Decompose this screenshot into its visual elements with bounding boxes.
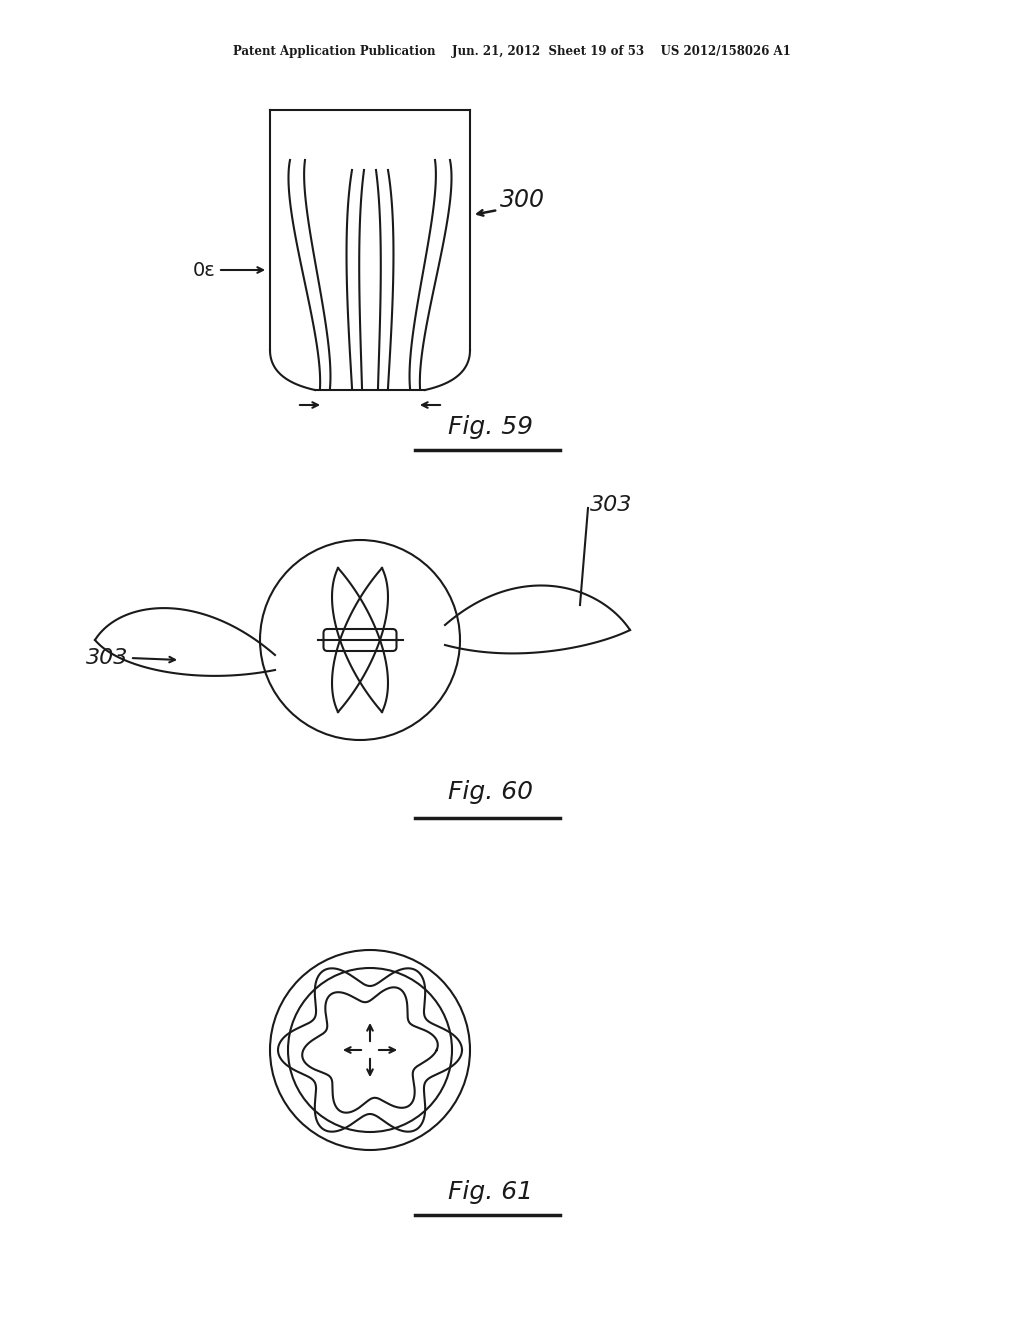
Text: 0ε: 0ε xyxy=(193,260,215,280)
Text: Fig. 60: Fig. 60 xyxy=(447,780,532,804)
Text: Fig. 61: Fig. 61 xyxy=(447,1180,532,1204)
Text: 303: 303 xyxy=(86,648,128,668)
Text: Patent Application Publication    Jun. 21, 2012  Sheet 19 of 53    US 2012/15802: Patent Application Publication Jun. 21, … xyxy=(233,45,791,58)
Text: Fig. 59: Fig. 59 xyxy=(447,414,532,440)
Text: 303: 303 xyxy=(590,495,633,515)
Text: 300: 300 xyxy=(500,187,545,213)
